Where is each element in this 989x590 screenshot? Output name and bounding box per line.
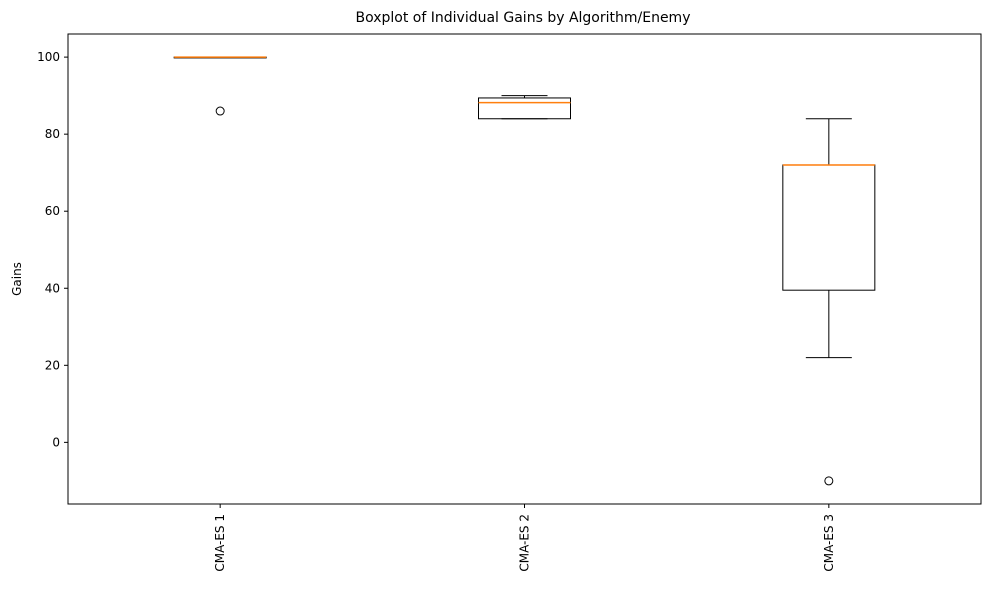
outlier-point	[824, 476, 834, 486]
box-group	[173, 56, 267, 116]
y-tick-label: 60	[45, 204, 60, 218]
box-group	[478, 95, 571, 120]
y-tick-label: 0	[52, 435, 60, 449]
axes-frame	[67, 33, 982, 505]
box-group	[782, 118, 876, 486]
chart-title: Boxplot of Individual Gains by Algorithm…	[356, 10, 691, 26]
y-tick-label: 20	[45, 358, 60, 372]
x-tick-label: CMA-ES 1	[213, 514, 227, 572]
y-tick-label: 100	[37, 50, 60, 64]
y-tick-label: 80	[45, 127, 60, 141]
outlier-point	[215, 106, 225, 116]
y-tick-label: 40	[45, 281, 60, 295]
box-iqr	[478, 97, 571, 120]
x-tick-label: CMA-ES 2	[518, 514, 532, 572]
box-iqr	[782, 164, 876, 291]
x-tick-label: CMA-ES 3	[822, 514, 836, 572]
plot-area: 0 20 40 60 80 100 CMA-ES 1 CMA-ES 2 CMA-ES 3	[37, 33, 982, 572]
y-axis-label: Gains	[10, 262, 24, 296]
